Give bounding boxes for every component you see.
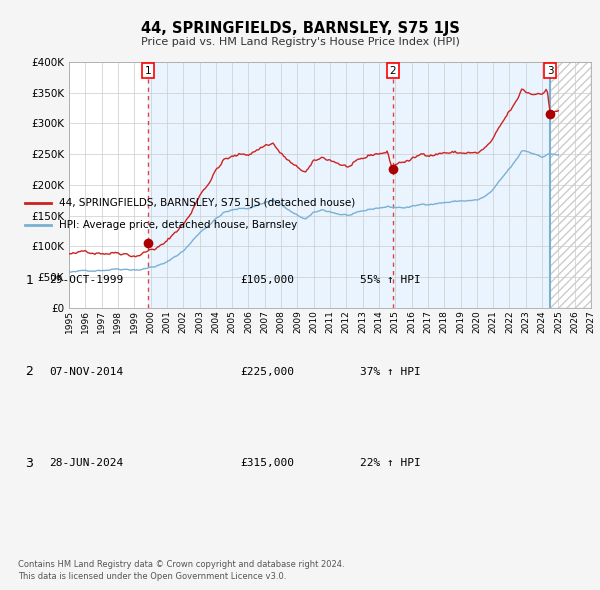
Text: 44, SPRINGFIELDS, BARNSLEY, S75 1JS (detached house): 44, SPRINGFIELDS, BARNSLEY, S75 1JS (det…	[59, 198, 355, 208]
Text: 37% ↑ HPI: 37% ↑ HPI	[360, 367, 421, 376]
Text: Price paid vs. HM Land Registry's House Price Index (HPI): Price paid vs. HM Land Registry's House …	[140, 37, 460, 47]
Text: This data is licensed under the Open Government Licence v3.0.: This data is licensed under the Open Gov…	[18, 572, 286, 581]
Text: 1: 1	[145, 65, 151, 76]
Text: Contains HM Land Registry data © Crown copyright and database right 2024.: Contains HM Land Registry data © Crown c…	[18, 560, 344, 569]
Text: HPI: Average price, detached house, Barnsley: HPI: Average price, detached house, Barn…	[59, 220, 297, 230]
Bar	[550, 62, 591, 307]
Text: £105,000: £105,000	[240, 276, 294, 285]
Text: 2: 2	[25, 365, 34, 379]
Bar	[148, 62, 393, 307]
Text: 3: 3	[547, 65, 553, 76]
Text: £315,000: £315,000	[240, 458, 294, 468]
Bar	[393, 62, 550, 307]
Text: 55% ↑ HPI: 55% ↑ HPI	[360, 276, 421, 285]
Text: 44, SPRINGFIELDS, BARNSLEY, S75 1JS: 44, SPRINGFIELDS, BARNSLEY, S75 1JS	[140, 21, 460, 35]
Text: 28-JUN-2024: 28-JUN-2024	[49, 458, 124, 468]
Text: 3: 3	[25, 457, 34, 470]
Text: 07-NOV-2014: 07-NOV-2014	[49, 367, 124, 376]
Text: 1: 1	[25, 274, 34, 287]
Text: 2: 2	[389, 65, 396, 76]
Text: 29-OCT-1999: 29-OCT-1999	[49, 276, 124, 285]
Text: 22% ↑ HPI: 22% ↑ HPI	[360, 458, 421, 468]
Text: £225,000: £225,000	[240, 367, 294, 376]
